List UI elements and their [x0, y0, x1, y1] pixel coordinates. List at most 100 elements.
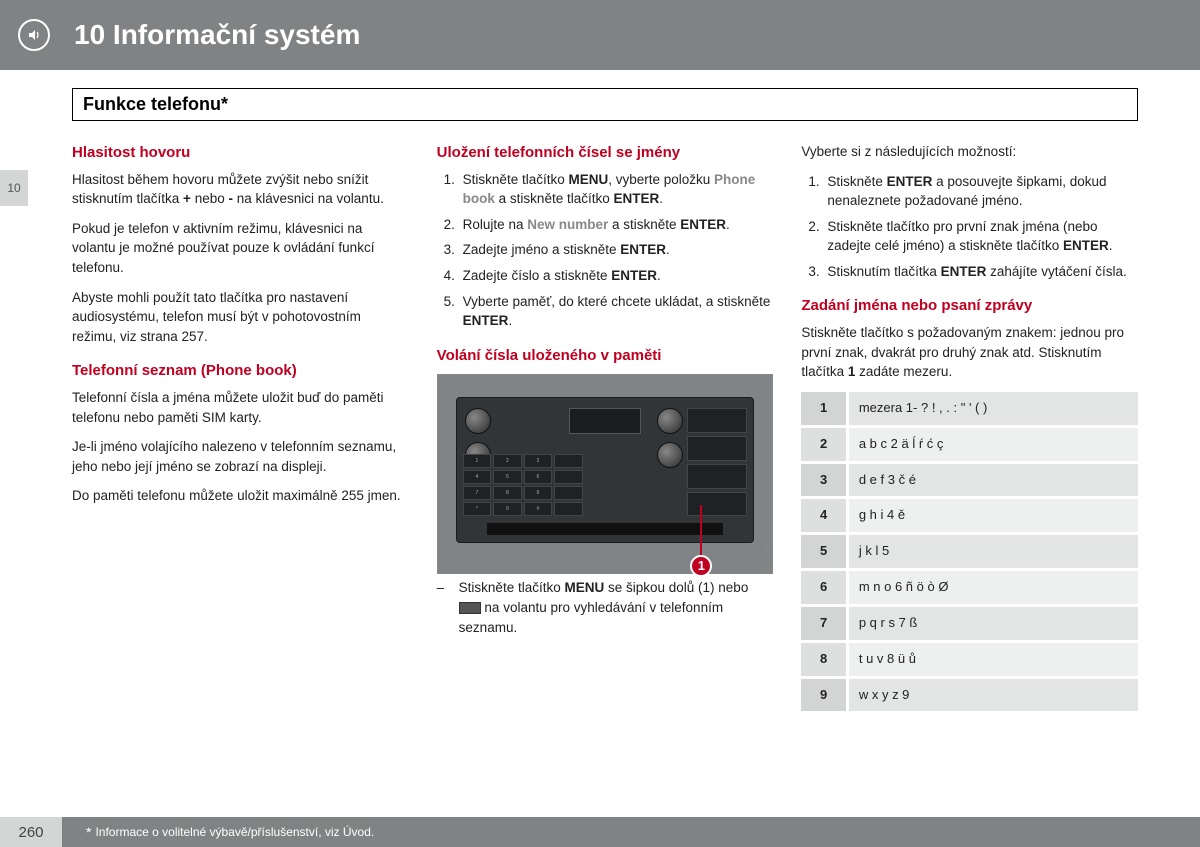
page-footer: * Informace o volitelné výbavě/příslušen… — [0, 817, 1200, 847]
table-row: 3d e f 3 č é — [801, 462, 1138, 498]
heading-enter-name: Zadání jména nebo psaní zprávy — [801, 295, 1138, 317]
list-item: Zadejte jméno a stiskněte ENTER. — [459, 240, 774, 260]
list-item: Stiskněte ENTER a posouvejte šipkami, do… — [823, 172, 1138, 211]
table-key: 9 — [801, 677, 847, 713]
button-icon — [687, 408, 747, 433]
ordered-list: Stiskněte tlačítko MENU, vyberte položku… — [437, 170, 774, 331]
list-item: Vyberte paměť, do které chcete ukládat, … — [459, 292, 774, 331]
knob-icon — [657, 408, 683, 434]
table-row: 8t u v 8 ü ů — [801, 641, 1138, 677]
paragraph: Vyberte si z následujících možností: — [801, 142, 1138, 162]
table-key: 6 — [801, 570, 847, 606]
paragraph: Pokud je telefon v aktivním režimu, kláv… — [72, 219, 409, 278]
image-code: G027118 — [760, 543, 770, 571]
button-icon — [687, 436, 747, 461]
table-val: w x y z 9 — [847, 677, 1138, 713]
key-icon: # — [524, 502, 553, 516]
key-icon: 1 — [463, 454, 492, 468]
footnote-text: Informace o volitelné výbavě/příslušenst… — [95, 825, 374, 839]
table-row: 2a b c 2 ä ĺ ŕ ć ç — [801, 426, 1138, 462]
key-icon: 9 — [524, 486, 553, 500]
list-item: Rolujte na New number a stiskněte ENTER. — [459, 215, 774, 235]
table-row: 7p q r s 7 ß — [801, 605, 1138, 641]
cd-slot-icon — [486, 522, 723, 536]
table-key: 5 — [801, 534, 847, 570]
radio-unit: 123 456 789 *0# — [456, 397, 755, 543]
key-icon: 6 — [524, 470, 553, 484]
list-item: Stisknutím tlačítka ENTER zahájíte vytáč… — [823, 262, 1138, 282]
table-row: 4g h i 4 ě — [801, 498, 1138, 534]
key-icon: 3 — [524, 454, 553, 468]
table-val: t u v 8 ü ů — [847, 641, 1138, 677]
steering-button-icon — [459, 602, 481, 614]
knob-icon — [657, 442, 683, 468]
footnote-star: * — [86, 824, 91, 840]
column-3: Vyberte si z následujících možností: Sti… — [801, 142, 1138, 797]
paragraph: Do paměti telefonu můžete uložit maximál… — [72, 486, 409, 506]
chapter-title: 10 Informační systém — [74, 19, 360, 51]
button-icon — [687, 492, 747, 517]
dash-list-item: – Stiskněte tlačítko MENU se šipkou dolů… — [437, 578, 774, 637]
knob-icon — [465, 408, 491, 434]
button-icon — [687, 464, 747, 489]
table-val: g h i 4 ě — [847, 498, 1138, 534]
page-number: 260 — [0, 817, 62, 847]
radio-display — [569, 408, 640, 434]
list-item: Stiskněte tlačítko pro první znak jména … — [823, 217, 1138, 256]
pointer-badge: 1 — [690, 555, 712, 577]
list-item: Zadejte číslo a stiskněte ENTER. — [459, 266, 774, 286]
key-icon: 7 — [463, 486, 492, 500]
dash-text: Stiskněte tlačítko MENU se šipkou dolů (… — [459, 578, 774, 637]
table-val: mezera 1- ? ! , . : " ' ( ) — [847, 392, 1138, 426]
table-key: 3 — [801, 462, 847, 498]
table-row: 6m n o 6 ñ ö ò Ø — [801, 570, 1138, 606]
character-table: 1mezera 1- ? ! , . : " ' ( ) 2a b c 2 ä … — [801, 392, 1138, 715]
right-buttons — [687, 408, 747, 516]
key-icon: 0 — [493, 502, 522, 516]
chapter-tab: 10 — [0, 170, 28, 206]
column-2: Uložení telefonních čísel se jmény Stisk… — [437, 142, 774, 797]
key-icon — [554, 454, 583, 468]
heading-volume: Hlasitost hovoru — [72, 142, 409, 164]
key-icon: 5 — [493, 470, 522, 484]
table-key: 4 — [801, 498, 847, 534]
ordered-list: Stiskněte ENTER a posouvejte šipkami, do… — [801, 172, 1138, 282]
key-icon — [554, 486, 583, 500]
heading-phonebook: Telefonní seznam (Phone book) — [72, 360, 409, 382]
table-val: j k l 5 — [847, 534, 1138, 570]
table-row: 1mezera 1- ? ! , . : " ' ( ) — [801, 392, 1138, 426]
table-key: 2 — [801, 426, 847, 462]
column-1: Hlasitost hovoru Hlasitost během hovoru … — [72, 142, 409, 797]
table-row: 9w x y z 9 — [801, 677, 1138, 713]
page-content: 10 Funkce telefonu* Hlasitost hovoru Hla… — [0, 70, 1200, 847]
paragraph: Telefonní čísla a jména můžete uložit bu… — [72, 388, 409, 427]
content-columns: Hlasitost hovoru Hlasitost během hovoru … — [72, 142, 1138, 797]
paragraph: Stiskněte tlačítko s požadovaným znakem:… — [801, 323, 1138, 382]
heading-call-stored: Volání čísla uloženého v paměti — [437, 345, 774, 367]
radio-illustration: 123 456 789 *0# 1 G027118 — [437, 374, 774, 574]
table-val: a b c 2 ä ĺ ŕ ć ç — [847, 426, 1138, 462]
section-title: Funkce telefonu* — [72, 88, 1138, 121]
paragraph: Abyste mohli použít tato tlačítka pro na… — [72, 288, 409, 347]
dash-marker: – — [437, 578, 459, 637]
table-val: m n o 6 ñ ö ò Ø — [847, 570, 1138, 606]
table-val: d e f 3 č é — [847, 462, 1138, 498]
key-icon: 2 — [493, 454, 522, 468]
chapter-header: 10 Informační systém — [0, 0, 1200, 70]
key-icon: 8 — [493, 486, 522, 500]
list-item: Stiskněte tlačítko MENU, vyberte položku… — [459, 170, 774, 209]
paragraph: Je-li jméno volajícího nalezeno v telefo… — [72, 437, 409, 476]
key-icon — [554, 470, 583, 484]
paragraph: Hlasitost během hovoru můžete zvýšit neb… — [72, 170, 409, 209]
key-icon: * — [463, 502, 492, 516]
table-key: 1 — [801, 392, 847, 426]
table-val: p q r s 7 ß — [847, 605, 1138, 641]
speaker-icon — [18, 19, 50, 51]
keypad: 123 456 789 *0# — [463, 454, 583, 516]
key-icon: 4 — [463, 470, 492, 484]
key-icon — [554, 502, 583, 516]
heading-save-numbers: Uložení telefonních čísel se jmény — [437, 142, 774, 164]
pointer-line — [700, 505, 702, 555]
table-row: 5j k l 5 — [801, 534, 1138, 570]
table-key: 8 — [801, 641, 847, 677]
